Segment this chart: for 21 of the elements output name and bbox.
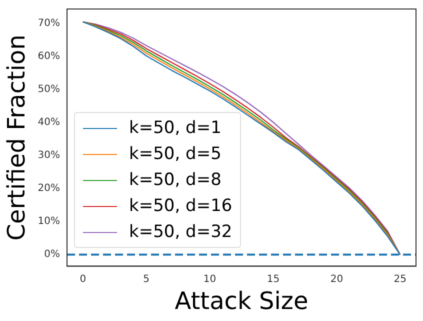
x-tick-label: 25 <box>394 274 407 285</box>
y-tick-label: 30% <box>38 150 60 162</box>
x-tick-label: 0 <box>80 274 86 285</box>
y-axis-title: Certified Fraction <box>2 34 31 241</box>
y-tick-label: 0% <box>44 249 60 260</box>
x-tick-label: 10 <box>203 274 216 285</box>
x-tick-label: 5 <box>143 274 150 285</box>
x-tick-label: 20 <box>330 274 344 285</box>
y-tick-label: 10% <box>38 216 60 228</box>
y-tick-label: 20% <box>38 183 60 194</box>
y-tick-label: 70% <box>38 18 60 30</box>
y-tick-label: 60% <box>38 51 60 62</box>
y-tick-label: 40% <box>38 117 60 128</box>
x-tick-label: 15 <box>266 274 280 285</box>
legend-label: k=50, d=1 <box>129 118 222 138</box>
x-axis-title: Attack Size <box>174 286 308 315</box>
legend-label: k=50, d=32 <box>129 222 232 242</box>
legend-label: k=50, d=5 <box>129 144 222 164</box>
legend-label: k=50, d=8 <box>129 170 222 190</box>
legend-label: k=50, d=16 <box>129 196 232 216</box>
y-tick-label: 50% <box>38 84 60 96</box>
